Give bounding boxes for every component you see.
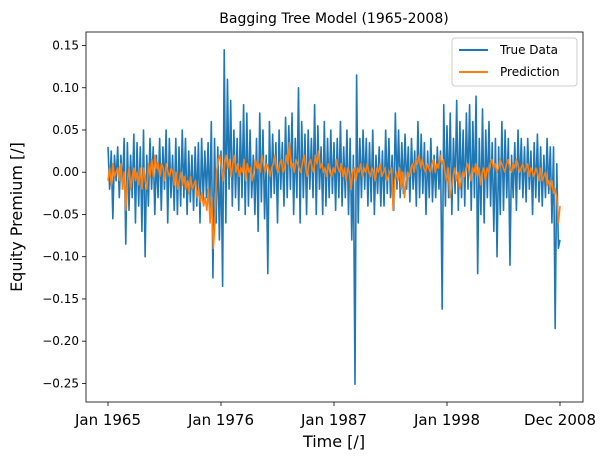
plot-frame bbox=[85, 31, 584, 403]
x-tick-label: Jan 1987 bbox=[300, 411, 367, 429]
chart-title: Bagging Tree Model (1965-2008) bbox=[219, 11, 448, 27]
series-line-true-data bbox=[107, 48, 561, 386]
y-axis: 0.15 0.10 0.05 0.00 −0.05 −0.10 −0.15 −0.20 −0.2… bbox=[42, 39, 86, 390]
y-tick-label: −0.25 bbox=[42, 376, 79, 390]
y-axis-label: Equity Premium [/] bbox=[7, 142, 26, 292]
x-axis-label: Time [/] bbox=[302, 432, 365, 451]
y-tick-label: −0.10 bbox=[42, 250, 79, 264]
y-tick-label: 0.15 bbox=[52, 39, 79, 53]
legend-label-true-data: True Data bbox=[499, 43, 558, 57]
x-tick-label: Dec 2008 bbox=[524, 411, 596, 429]
series-line-prediction bbox=[107, 141, 561, 250]
x-tick-label: Jan 1998 bbox=[413, 411, 480, 429]
y-tick-label: −0.20 bbox=[42, 334, 79, 348]
series-layer bbox=[107, 48, 561, 386]
y-tick-label: 0.10 bbox=[52, 81, 79, 95]
x-tick-label: Jan 1976 bbox=[187, 411, 254, 429]
x-tick-label: Jan 1965 bbox=[74, 411, 141, 429]
y-tick-label: −0.05 bbox=[42, 207, 79, 221]
x-axis: Jan 1965 Jan 1976 Jan 1987 Jan 1998 Dec 2008 bbox=[74, 402, 596, 429]
y-tick-label: 0.00 bbox=[52, 165, 79, 179]
legend-label-prediction: Prediction bbox=[500, 65, 560, 79]
y-tick-label: 0.05 bbox=[52, 123, 79, 137]
legend: True Data Prediction bbox=[451, 37, 578, 87]
y-tick-label: −0.15 bbox=[42, 292, 79, 306]
